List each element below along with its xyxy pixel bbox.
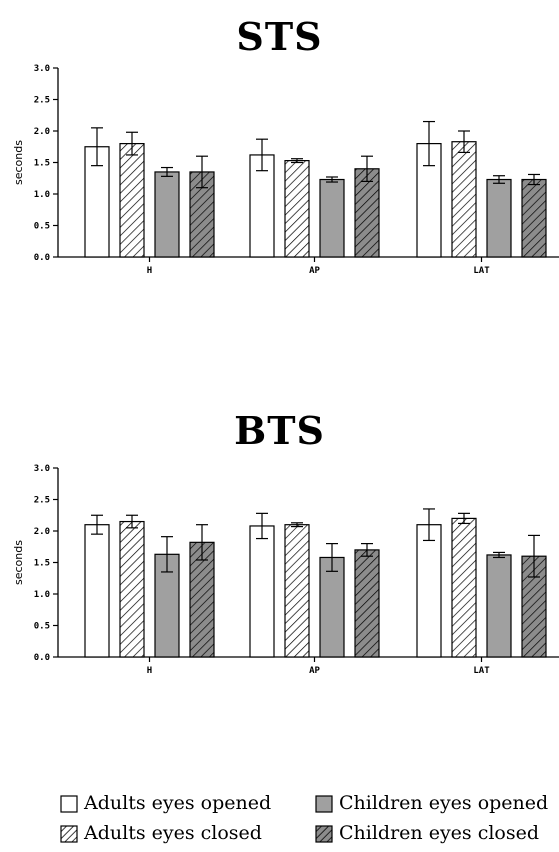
legend-item-children-closed: Children eyes closed (315, 822, 539, 844)
legend-swatch-white (60, 795, 78, 813)
error-bar (493, 551, 505, 559)
error-bar (161, 536, 173, 573)
bar (84, 524, 110, 658)
bar (486, 178, 512, 258)
bar (416, 524, 442, 658)
bar (249, 525, 275, 658)
legend-swatch-gray-hatched (315, 825, 333, 843)
bar (521, 178, 547, 258)
y-tick-label: 3.0 (34, 464, 50, 474)
y-tick-label: 2.0 (34, 127, 50, 137)
legend-label: Children eyes closed (339, 822, 540, 844)
error-bar (196, 524, 208, 561)
bar (319, 556, 345, 658)
bts-chart: seconds 0.0 0.5 1.0 1.5 2.0 2.5 3.0 H AP LAT (12, 464, 559, 676)
error-bar (91, 514, 103, 535)
chart-title-bts: BTS (234, 408, 325, 453)
x-tick-label: LAT (473, 266, 490, 276)
error-bar (493, 175, 505, 184)
error-bar (291, 158, 303, 164)
error-bar (161, 166, 173, 177)
error-bar (361, 542, 373, 557)
y-tick-label: 1.0 (34, 590, 50, 600)
y-tick-label: 2.5 (34, 96, 50, 106)
error-bar (528, 534, 540, 578)
y-tick-label: 2.5 (34, 496, 50, 506)
y-tick-label: 1.5 (34, 159, 50, 169)
error-bar (423, 120, 435, 167)
bar (451, 517, 477, 658)
bar (354, 168, 380, 258)
legend-label: Adults eyes opened (84, 792, 272, 814)
y-tick-label: 3.0 (34, 64, 50, 74)
error-bar (326, 542, 338, 572)
bar (319, 178, 345, 258)
error-bar (291, 522, 303, 528)
legend-item-adults-closed: Adults eyes closed (60, 822, 262, 844)
y-tick-label: 0.0 (34, 253, 50, 263)
legend-label: Adults eyes closed (84, 822, 262, 844)
y-tick-label: 0.5 (34, 622, 50, 632)
error-bar (91, 127, 103, 167)
bar (189, 541, 215, 658)
error-bar (528, 173, 540, 186)
y-axis-label: seconds (12, 140, 25, 185)
legend-item-children-open: Children eyes opened (315, 792, 548, 814)
legend: Adults eyes opened Children eyes opened … (60, 788, 559, 848)
error-bar (423, 508, 435, 542)
legend-swatch-white-hatched (60, 825, 78, 843)
y-tick-label: 1.0 (34, 190, 50, 200)
legend-item-adults-open: Adults eyes opened (60, 792, 271, 814)
x-tick-label: AP (309, 266, 320, 276)
bar (154, 171, 180, 258)
sts-chart: seconds 0.0 0.5 1.0 1.5 2.0 2.5 3.0 H AP LAT (12, 64, 559, 276)
error-bar (458, 130, 470, 154)
y-tick-label: 2.0 (34, 527, 50, 537)
y-tick-label: 1.5 (34, 559, 50, 569)
error-bar (361, 155, 373, 182)
legend-swatch-gray (315, 795, 333, 813)
bar (486, 554, 512, 658)
legend-label: Children eyes opened (339, 792, 549, 814)
error-bar (126, 131, 138, 156)
bar (284, 160, 310, 258)
y-axis-label: seconds (12, 540, 25, 585)
x-tick-label: H (147, 266, 152, 276)
y-tick-label: 0.0 (34, 653, 50, 663)
chart-title-sts: STS (236, 14, 323, 59)
y-tick-label: 0.5 (34, 222, 50, 232)
x-tick-label: AP (309, 666, 320, 676)
error-bar (458, 512, 470, 525)
x-tick-label: LAT (473, 666, 490, 676)
bar (119, 520, 145, 658)
error-bar (326, 176, 338, 183)
bar (119, 142, 145, 258)
x-tick-label: H (147, 666, 152, 676)
bar (451, 141, 477, 258)
error-bar (256, 138, 268, 172)
error-bar (126, 514, 138, 529)
bar (284, 524, 310, 658)
error-bar (196, 155, 208, 189)
error-bar (256, 512, 268, 540)
bar (249, 154, 275, 258)
bar (354, 549, 380, 658)
